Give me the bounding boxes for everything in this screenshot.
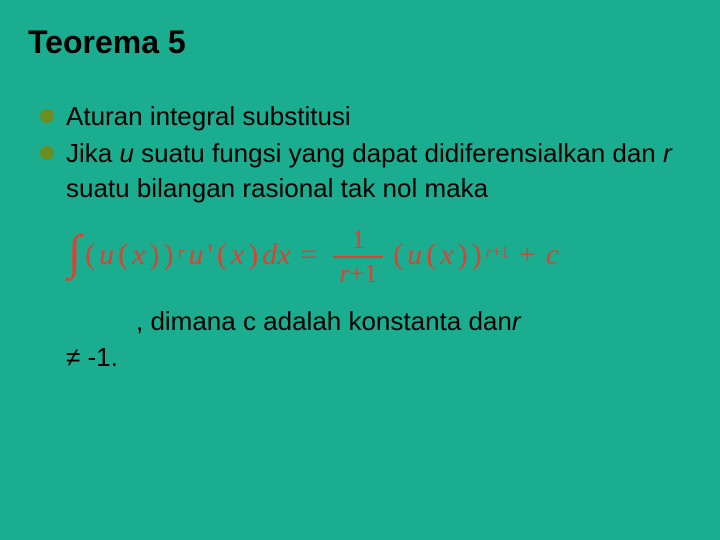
lparen-2: ( — [217, 238, 227, 272]
rparen-inner-1: ) — [149, 238, 159, 272]
lparen-3: ( — [393, 238, 403, 272]
integral-formula: ∫ (u(x))r u'(x) dx = 1 r+1 (u(x))r+1 + c — [68, 224, 559, 285]
const-c: c — [546, 238, 559, 272]
frac-den-r: r — [339, 259, 349, 288]
slide-container: Teorema 5 Aturan integral substitusi Jik… — [0, 0, 720, 400]
uprime-mark: ' — [208, 238, 213, 272]
frac-num: 1 — [346, 226, 371, 253]
rhs-u: u — [407, 238, 422, 272]
bullet-item-1: Aturan integral substitusi — [40, 99, 692, 134]
frac-bar — [333, 256, 383, 258]
lhs-u: u — [99, 238, 114, 272]
trailing-r: r — [512, 306, 521, 336]
rparen-3: ) — [472, 238, 482, 272]
bullet-2-prefix: Jika — [66, 138, 119, 168]
bullet-list: Aturan integral substitusi Jika u suatu … — [28, 99, 692, 206]
equals: = — [301, 238, 318, 272]
bullet-2-mid: suatu fungsi yang dapat didiferensialkan… — [134, 138, 663, 168]
bullet-2-u: u — [119, 138, 133, 168]
dx: dx — [262, 238, 290, 272]
rparen-inner-3: ) — [458, 238, 468, 272]
bullet-2-suffix: suatu bilangan rasional tak nol maka — [66, 173, 488, 203]
lhs-x: x — [132, 238, 145, 272]
bullet-item-2: Jika u suatu fungsi yang dapat didiferen… — [40, 136, 692, 206]
lparen-inner-1: ( — [118, 238, 128, 272]
bullet-2-r: r — [663, 138, 672, 168]
rparen-1: ) — [163, 238, 173, 272]
uprime-x: x — [231, 238, 244, 272]
formula-container: ∫ (u(x))r u'(x) dx = 1 r+1 (u(x))r+1 + c — [68, 224, 692, 285]
plus: + — [519, 238, 536, 272]
slide-title: Teorema 5 — [28, 24, 692, 61]
integral-symbol: ∫ — [68, 229, 81, 277]
lparen-inner-3: ( — [426, 238, 436, 272]
rhs-exp-plus1: +1 — [492, 244, 509, 261]
lparen-1: ( — [85, 238, 95, 272]
rhs-exp: r+1 — [486, 244, 509, 262]
exp-r: r — [177, 242, 184, 263]
uprime-u: u — [189, 238, 204, 272]
frac-den-plus1: +1 — [350, 259, 378, 288]
trailing-cond: ≠ -1. — [66, 342, 118, 372]
fraction: 1 r+1 — [333, 226, 383, 287]
bullet-1-text: Aturan integral substitusi — [66, 101, 351, 131]
rparen-2: ) — [248, 238, 258, 272]
frac-den: r+1 — [333, 260, 383, 287]
trailing-text: , dimana c adalah konstanta dan r ≠ -1. — [28, 303, 692, 376]
trailing-leadin: , dimana c adalah konstanta dan — [66, 303, 512, 339]
rhs-x: x — [440, 238, 453, 272]
